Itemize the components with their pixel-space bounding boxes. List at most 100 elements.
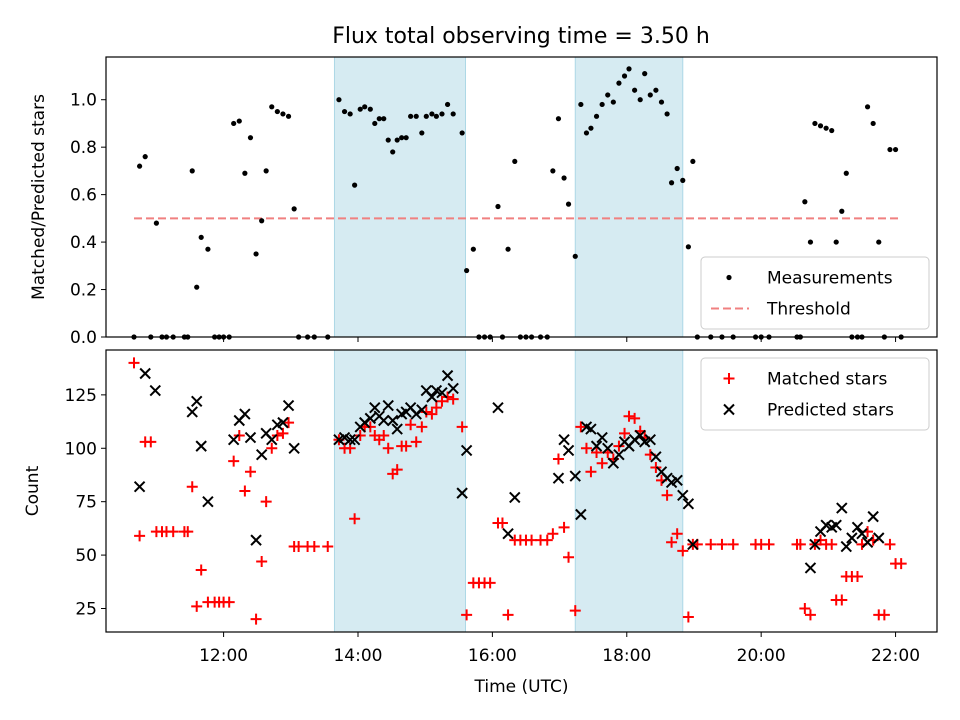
- measurement-point: [550, 168, 556, 174]
- measurement-point: [470, 246, 476, 252]
- measurement-point: [807, 239, 814, 245]
- data-marks: [128, 66, 907, 625]
- measurement-point: [231, 120, 237, 127]
- predicted-star-point: [244, 431, 257, 444]
- predicted-star-point: [369, 401, 381, 414]
- measurement-point: [464, 267, 470, 274]
- matched-star-point: [322, 541, 334, 553]
- predicted-star-point: [846, 532, 858, 544]
- matched-star-point: [400, 440, 412, 452]
- y-axis-label: Matched/Predicted stars: [29, 94, 49, 300]
- matched-star-point: [623, 410, 635, 422]
- predicted-star-point: [426, 391, 438, 403]
- y-tick-label: 125: [65, 386, 97, 406]
- measurement-point: [495, 203, 501, 210]
- measurement-point: [413, 113, 419, 119]
- measurement-point: [588, 125, 594, 131]
- legend-swatch-predicted: [723, 403, 735, 416]
- predicted-star-point: [682, 498, 695, 510]
- measurement-point: [274, 108, 280, 115]
- predicted-star-point: [277, 416, 289, 429]
- x-tick-label: 12:00: [199, 646, 248, 666]
- predicted-star-point: [602, 442, 614, 454]
- measurement-point: [189, 168, 195, 174]
- legend-label: Predicted stars: [767, 401, 894, 421]
- predicted-star-point: [585, 423, 597, 435]
- measurement-point: [142, 154, 148, 160]
- matched-star-point: [182, 526, 194, 538]
- predicted-star-point: [386, 414, 399, 427]
- measurement-point: [372, 120, 378, 127]
- measurement-point: [403, 135, 409, 141]
- measurement-point: [291, 206, 297, 212]
- matched-star-point: [430, 402, 442, 414]
- predicted-star-point: [509, 491, 521, 504]
- y-tick-label: 100: [65, 439, 97, 459]
- predicted-star-point: [613, 448, 625, 461]
- measurement-point: [621, 73, 628, 79]
- predicted-star-point: [149, 384, 161, 397]
- measurement-point: [870, 120, 876, 127]
- measurement-point: [153, 220, 159, 226]
- measurement-point: [817, 123, 824, 129]
- measurement-point: [843, 170, 849, 176]
- predicted-star-point: [255, 448, 268, 461]
- measurement-point: [876, 239, 882, 245]
- matched-star-point: [794, 538, 806, 550]
- measurement-point: [136, 163, 143, 169]
- predicted-star-point: [416, 404, 428, 416]
- legend-box: [700, 357, 930, 431]
- y-tick-label: 50: [75, 546, 97, 566]
- measurement-point: [561, 175, 567, 181]
- matched-star-point: [456, 421, 468, 433]
- shaded-interval: [575, 350, 683, 632]
- measurement-point: [385, 137, 391, 143]
- predicted-star-point: [650, 451, 662, 463]
- measurement-point: [341, 108, 348, 115]
- measurement-point: [263, 168, 269, 174]
- matched-star-point: [223, 596, 235, 608]
- matched-star-point: [884, 538, 896, 550]
- measurement-point: [253, 251, 259, 257]
- matched-star-point: [244, 466, 256, 478]
- matched-star-point: [671, 528, 683, 540]
- matched-star-point: [826, 538, 838, 550]
- measurement-point: [367, 106, 373, 112]
- matched-star-point: [496, 517, 508, 529]
- y-axis-label: Count: [23, 465, 43, 516]
- predicted-star-point: [195, 440, 207, 452]
- predicted-star-point: [250, 534, 262, 546]
- matched-star-point: [436, 395, 448, 407]
- predicted-star-point: [596, 431, 608, 444]
- matched-star-point: [716, 538, 728, 550]
- predicted-star-point: [590, 440, 603, 452]
- measurement-point: [408, 113, 414, 119]
- matched-star-point: [250, 613, 262, 625]
- matched-star-point: [308, 541, 320, 553]
- measurement-point: [444, 101, 451, 108]
- measurement-point: [259, 218, 265, 224]
- measurement-point: [555, 116, 562, 122]
- matched-star-point: [191, 600, 203, 612]
- matched-star-point: [661, 489, 673, 501]
- predicted-star-point: [344, 434, 356, 446]
- predicted-star-point: [687, 538, 699, 551]
- predicted-star-point: [441, 369, 454, 382]
- measurement-point: [572, 253, 578, 259]
- measurement-point: [664, 111, 670, 117]
- matched-star-point: [256, 556, 268, 567]
- matched-star-point: [547, 528, 559, 540]
- measurement-point: [637, 97, 643, 103]
- predicted-star-point: [492, 401, 504, 414]
- matched-star-point: [349, 513, 361, 525]
- measurement-point: [280, 111, 286, 117]
- matched-star-point: [666, 536, 678, 548]
- matched-star-point: [763, 538, 775, 550]
- y-tick-label: 0.0: [70, 328, 97, 348]
- predicted-star-point: [873, 532, 885, 544]
- predicted-star-point: [634, 429, 646, 442]
- measurement-point: [376, 116, 382, 122]
- measurement-point: [599, 101, 605, 108]
- matched-star-point: [569, 605, 581, 617]
